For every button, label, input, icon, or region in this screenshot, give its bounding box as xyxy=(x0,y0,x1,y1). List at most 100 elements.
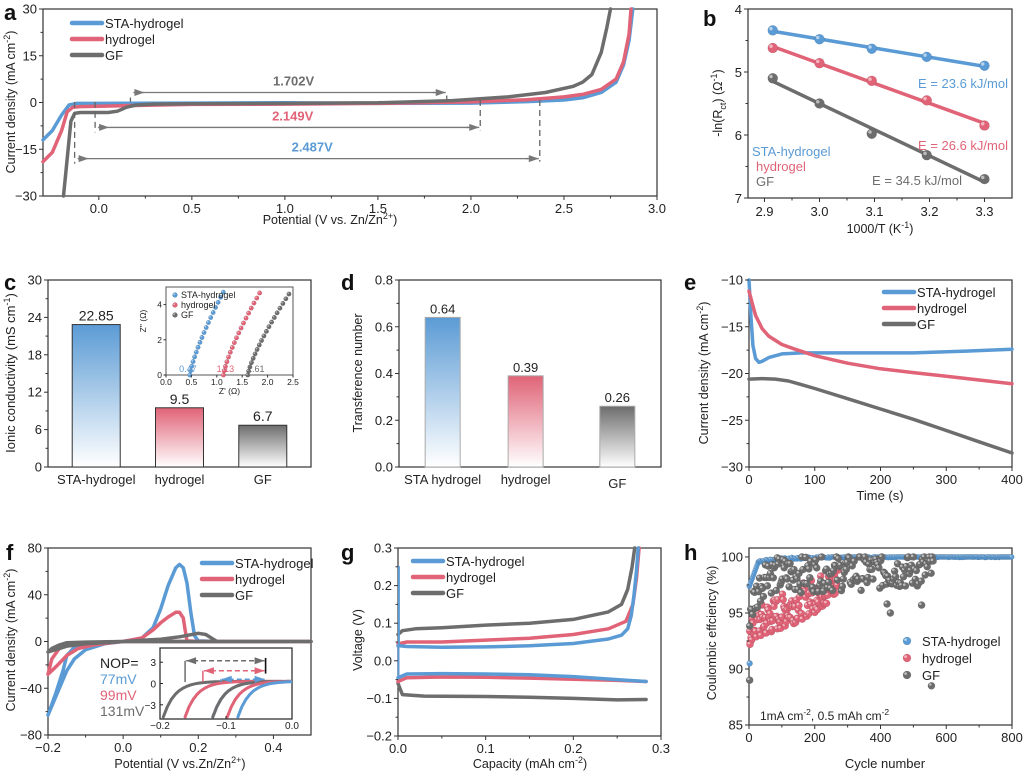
x-tick-label: 1.5 xyxy=(369,201,387,216)
point-highlight xyxy=(258,291,260,293)
gf-point xyxy=(828,586,837,595)
inset-point xyxy=(243,315,249,321)
point-highlight xyxy=(758,632,761,636)
gf-point xyxy=(869,575,877,583)
point-highlight xyxy=(278,306,280,309)
point-highlight xyxy=(885,573,888,577)
x-category-label: hydrogel xyxy=(155,472,205,487)
panel-label: e xyxy=(684,270,696,295)
point-highlight xyxy=(234,336,237,338)
legend-label: GF xyxy=(235,588,253,603)
x-tick-label: 3.0 xyxy=(810,204,828,219)
point-highlight xyxy=(810,584,813,588)
point-highlight xyxy=(893,574,896,577)
voltage-window-label: 2.487V xyxy=(292,140,334,155)
x-tick-label: 0.0 xyxy=(389,741,407,756)
point-highlight xyxy=(899,582,902,586)
point-highlight xyxy=(796,570,799,574)
fit-line-2 xyxy=(771,79,986,184)
point-highlight xyxy=(902,583,906,586)
point-highlight xyxy=(799,616,803,620)
y-tick-label: 40 xyxy=(28,587,42,602)
inset-point xyxy=(266,324,272,330)
data-point xyxy=(979,120,990,131)
point-highlight xyxy=(264,329,267,332)
arrow-head xyxy=(469,123,480,131)
point-highlight xyxy=(204,325,207,328)
inset-point xyxy=(269,319,275,325)
gf-point xyxy=(745,676,754,685)
x-tick-label: −0.2 xyxy=(35,740,61,755)
x-tick-label: 0.2 xyxy=(564,741,582,756)
hydrogel-point xyxy=(795,601,803,610)
discharge-curve-2 xyxy=(396,681,648,702)
legend-label: hydrogel xyxy=(105,32,155,47)
point-highlight xyxy=(981,62,985,66)
inset-point xyxy=(203,324,209,331)
point-highlight xyxy=(255,296,257,299)
legend-label: STA-hydrogel xyxy=(752,144,831,159)
point-highlight xyxy=(900,574,904,577)
point-highlight xyxy=(835,556,839,559)
point-highlight xyxy=(887,610,891,613)
point-highlight xyxy=(900,564,903,568)
point-highlight xyxy=(173,313,175,315)
y-tick-label: −10 xyxy=(721,273,743,288)
point-highlight xyxy=(769,44,773,49)
inset-frame xyxy=(165,286,294,376)
point-highlight xyxy=(904,672,907,675)
panel-f: −0.2 0.0 0.2 0.4 −80 −40 0 40 80 Potential (V vs.… xyxy=(2,541,314,772)
x-category-label: GF xyxy=(608,476,626,491)
arrow-head xyxy=(254,657,265,665)
point-highlight xyxy=(755,604,758,607)
point-highlight xyxy=(769,626,773,630)
point-highlight xyxy=(239,326,242,329)
x-tick-label: 0.4 xyxy=(264,740,282,755)
arrow-head xyxy=(99,123,110,131)
x-axis-label: Capacity (mAh cm-2) xyxy=(473,755,587,771)
point-highlight xyxy=(757,575,760,579)
inset-point xyxy=(280,300,286,307)
activation-energy-label: E = 26.6 kJ/mol xyxy=(918,138,1008,153)
panel-label: d xyxy=(341,270,354,295)
point-highlight xyxy=(747,661,750,664)
point-highlight xyxy=(252,301,254,304)
point-highlight xyxy=(799,554,802,557)
panel-h: 0 200 400 600 800 85 90 95 100 Cycle number Coulom… xyxy=(705,547,1023,771)
point-highlight xyxy=(905,554,909,557)
nyquist-inset: 0.47 1.13 1.61 0.0 0.5 1.0 1.5 2.0 2.5 0 2 4 Z' (Ω) Z… xyxy=(138,286,299,396)
data-point xyxy=(921,51,932,63)
arrow-head xyxy=(78,155,89,163)
y-axis-label: Ionic conductivity (mS cm-1) xyxy=(2,293,18,453)
point-highlight xyxy=(1009,555,1012,557)
legend-label: GF xyxy=(756,174,774,189)
point-highlight xyxy=(784,576,788,579)
point-highlight xyxy=(768,590,772,594)
x-tick-label: 0.0 xyxy=(114,740,132,755)
point-highlight xyxy=(807,575,810,578)
hydrogel-point xyxy=(822,599,831,608)
data-point xyxy=(979,173,990,185)
point-highlight xyxy=(826,579,829,583)
inset-x-tick-label: −0.1 xyxy=(216,721,236,732)
point-highlight xyxy=(928,683,932,686)
point-highlight xyxy=(855,576,859,580)
point-highlight xyxy=(816,35,820,40)
gf-point xyxy=(917,601,926,609)
inset-x-tick-label: −0.2 xyxy=(150,721,170,732)
inset-y-tick-label: 3 xyxy=(150,658,156,669)
inset-y-tick-label: 0 xyxy=(150,680,156,691)
point-highlight xyxy=(846,555,850,558)
inset-point xyxy=(250,355,256,361)
point-highlight xyxy=(764,583,768,586)
inset-point xyxy=(231,340,237,346)
panel-label: g xyxy=(341,540,354,565)
point-highlight xyxy=(868,77,872,81)
point-highlight xyxy=(251,356,254,359)
point-highlight xyxy=(284,297,286,299)
panel-g: 0.0 0.1 0.2 0.3 −0.2 −0.1 0.0 0.1 0.2 0.3 Capacity… xyxy=(351,541,670,772)
inset-point xyxy=(254,295,260,301)
point-highlight xyxy=(868,45,872,49)
inset-legend-marker xyxy=(172,292,178,298)
